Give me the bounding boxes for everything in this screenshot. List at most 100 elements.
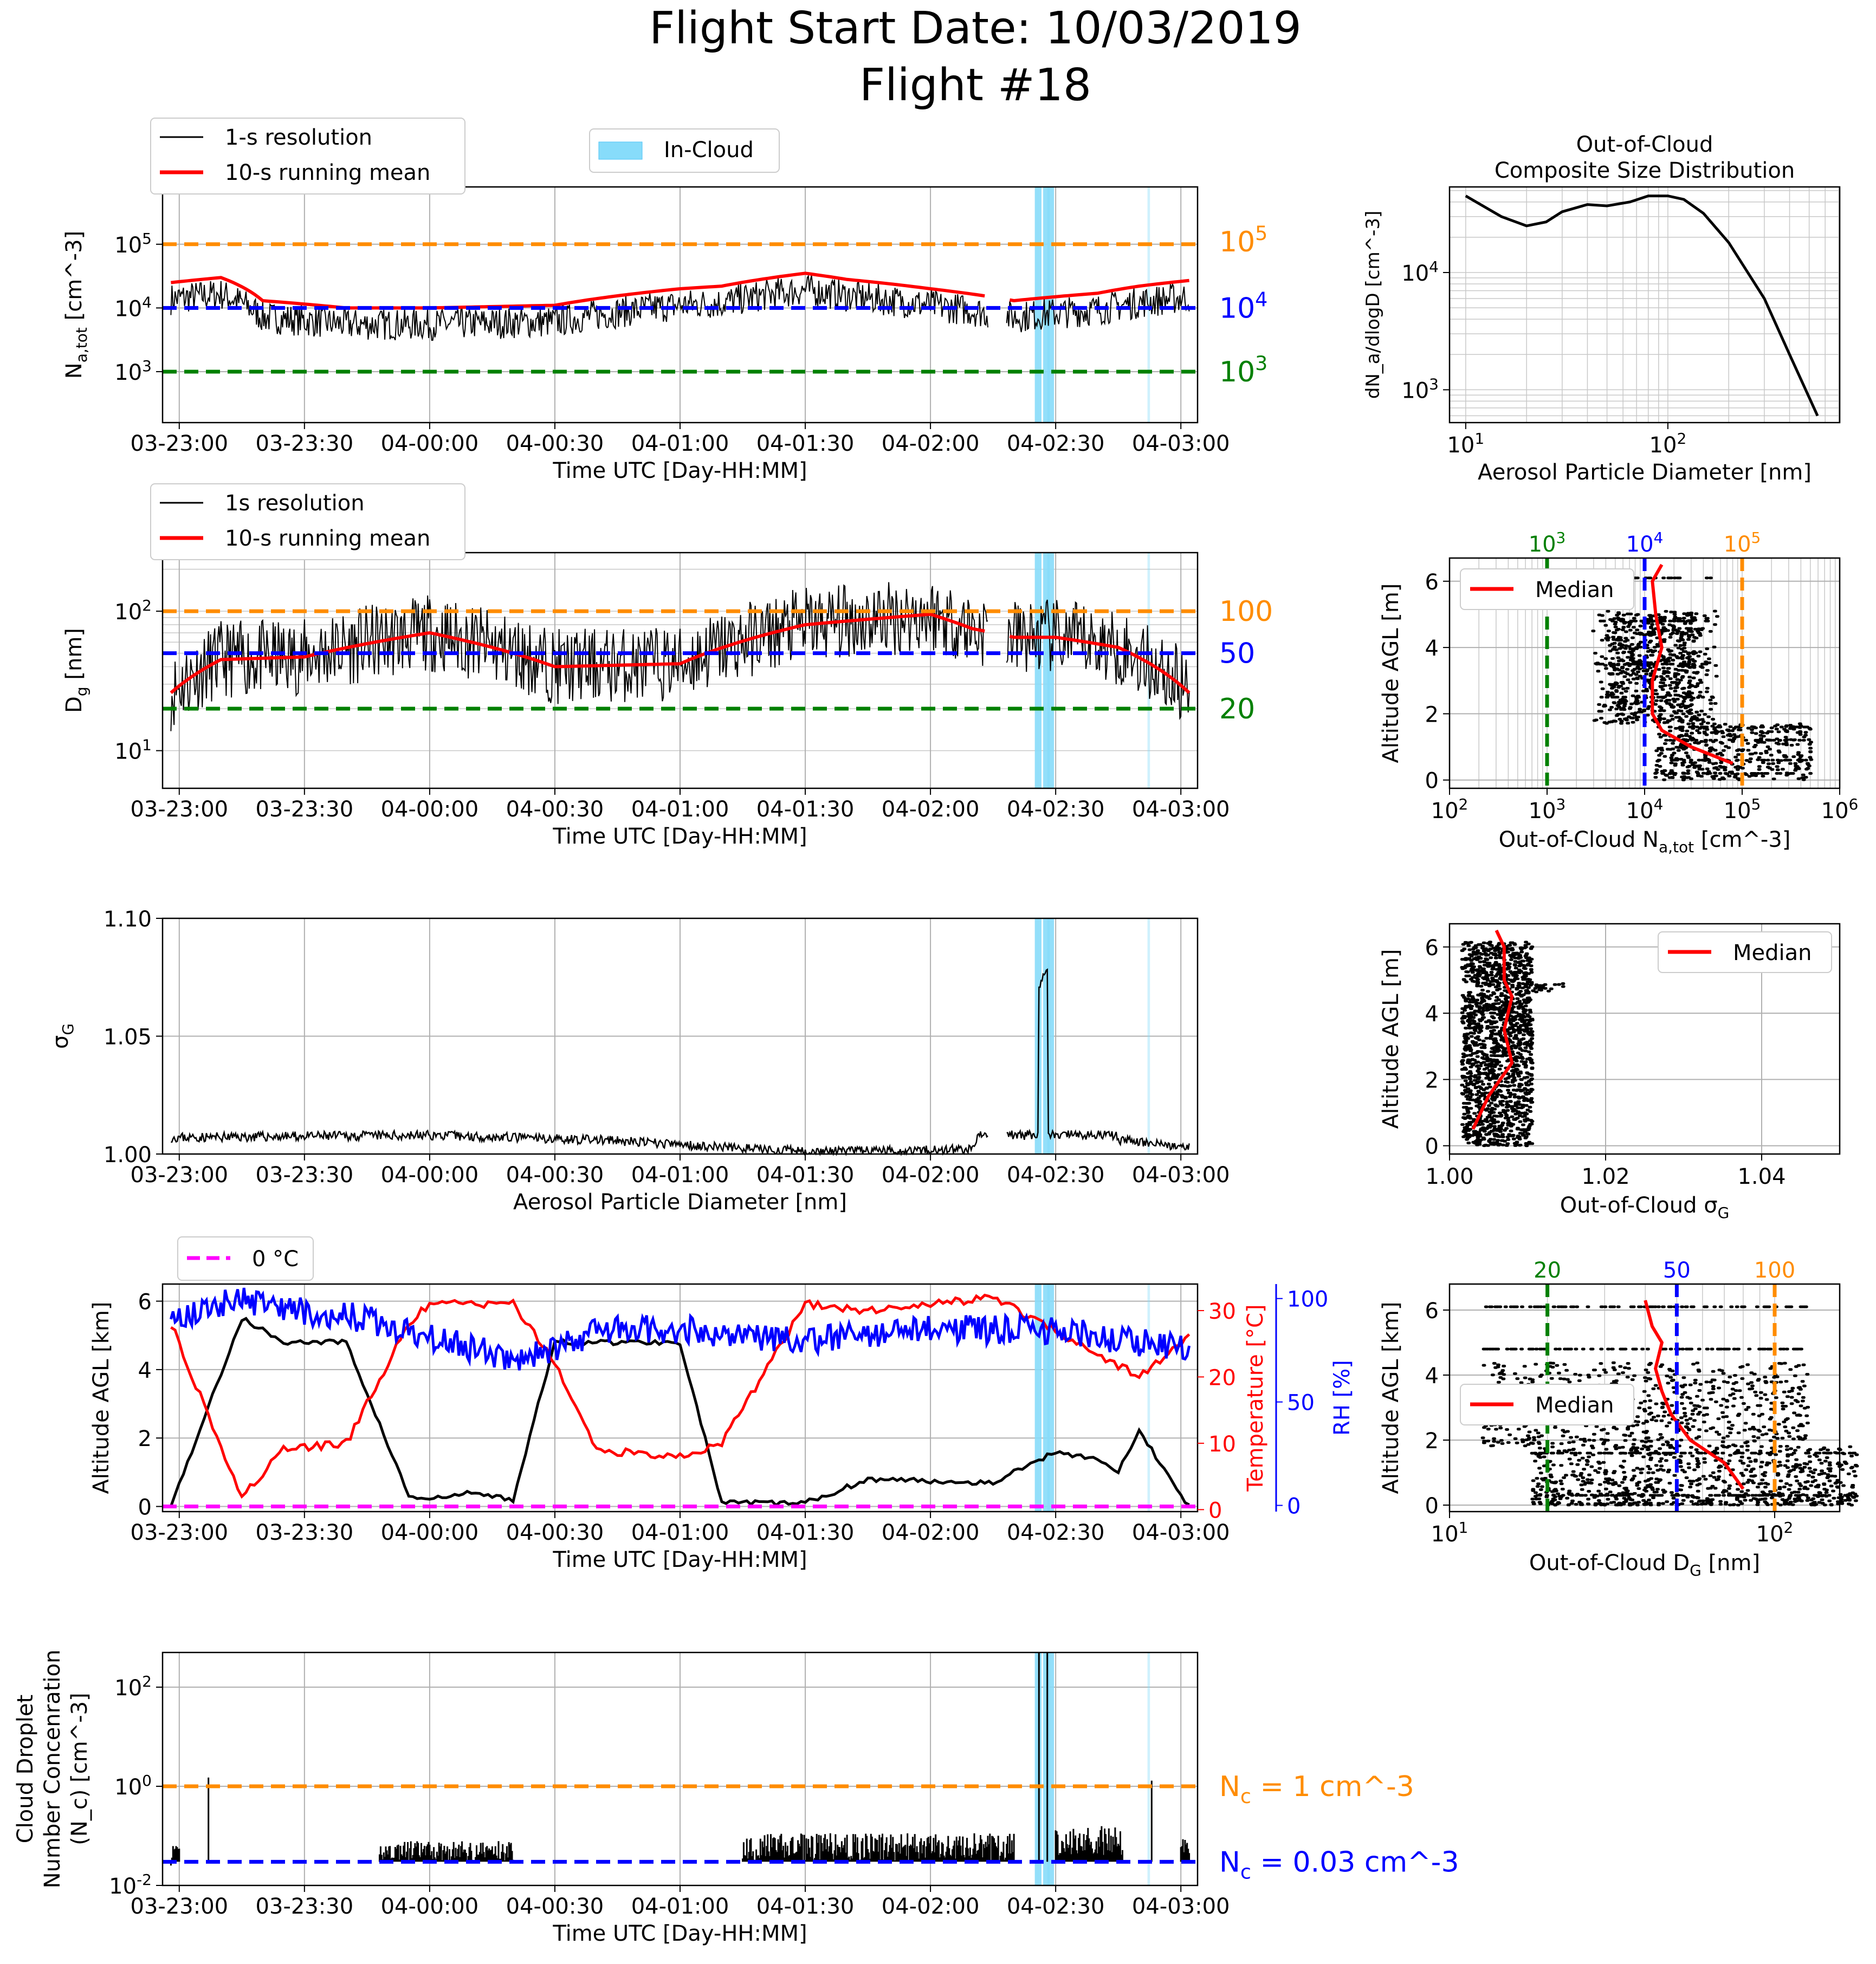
y-tick-label: 4 bbox=[1425, 636, 1439, 661]
legend-label: Median bbox=[1733, 941, 1812, 965]
temp-tick-label: 20 bbox=[1208, 1365, 1236, 1390]
panel-title: Out-of-Cloud bbox=[1576, 132, 1713, 157]
nc-reference-label-base: N bbox=[1219, 1846, 1240, 1878]
x-axis-label: Time UTC [Day-HH:MM] bbox=[552, 1547, 807, 1572]
x-tick-label: 03-23:00 bbox=[131, 1894, 229, 1919]
na-reference-label: 104 bbox=[1219, 288, 1267, 325]
x-tick-label: 04-00:00 bbox=[381, 431, 479, 456]
x-tick-label: 04-03:00 bbox=[1132, 1520, 1230, 1545]
x-tick-label: 04-00:00 bbox=[381, 797, 479, 822]
x-tick-label: 103 bbox=[1529, 795, 1566, 824]
x-axis-label-script: G bbox=[1718, 1204, 1730, 1222]
y-axis-label: Altitude AGL [m] bbox=[1379, 584, 1403, 763]
y-tick-label: 2 bbox=[1425, 702, 1439, 727]
y-tick-label-script: 0 bbox=[142, 1772, 152, 1790]
x-tick-label: 106 bbox=[1821, 795, 1859, 824]
rh-tick-label: 0 bbox=[1287, 1494, 1301, 1519]
x-tick-label: 1.04 bbox=[1737, 1164, 1786, 1189]
x-tick-label-script: 3 bbox=[1556, 795, 1566, 813]
y-tick-label-base: 10 bbox=[114, 296, 142, 321]
nc-reference-label-script: c bbox=[1240, 1785, 1251, 1808]
x-axis-label: Time UTC [Day-HH:MM] bbox=[552, 458, 807, 483]
x-tick-label: 04-01:00 bbox=[631, 797, 729, 822]
plot-frame bbox=[1448, 1283, 1841, 1513]
rh-series bbox=[169, 1287, 1191, 1371]
x-axis-label: Aerosol Particle Diameter [nm] bbox=[513, 1190, 847, 1215]
x-tick-label: 04-03:00 bbox=[1132, 431, 1230, 456]
legend-label: 1s resolution bbox=[225, 491, 365, 516]
x-tick-label: 04-00:30 bbox=[506, 1163, 604, 1188]
x-tick-label: 102 bbox=[1649, 430, 1687, 458]
x-tick-label: 104 bbox=[1626, 795, 1664, 824]
y-axis-label-base: D bbox=[62, 696, 87, 713]
temperature-axis-label: Temperature [°C] bbox=[1243, 1304, 1268, 1492]
plot-frame bbox=[161, 1283, 1199, 1513]
sigma-timeseries-panel: 1.00 1.05 1.10 03-23:00 03-23:30 04-00:00 04-0… bbox=[48, 907, 1230, 1215]
x-tick-label-script: 2 bbox=[1459, 795, 1469, 813]
y-tick-label: 2 bbox=[1425, 1429, 1439, 1454]
y-tick-label-script: 3 bbox=[1429, 375, 1439, 393]
y-tick-label-script: 1 bbox=[142, 736, 152, 754]
nc-reference-label-base: N bbox=[1219, 1771, 1240, 1803]
y-axis-label: Altitude AGL [km] bbox=[1379, 1301, 1403, 1494]
legend-label: In-Cloud bbox=[664, 138, 754, 163]
plot-frame bbox=[161, 186, 1199, 424]
x-tick-label-script: 6 bbox=[1849, 795, 1859, 813]
x-tick-label: 04-02:30 bbox=[1007, 1520, 1105, 1545]
y-tick-label: 0 bbox=[1425, 769, 1439, 794]
size-distribution-series bbox=[1465, 195, 1819, 417]
y-tick-label: 0 bbox=[1425, 1494, 1439, 1519]
legend-label: Median bbox=[1535, 1393, 1614, 1418]
x-tick-label: 04-01:30 bbox=[756, 431, 855, 456]
y-tick-label: 103 bbox=[114, 357, 152, 385]
y-tick-label-base: 10 bbox=[1401, 261, 1429, 286]
y-axis-label-script: a,tot bbox=[73, 327, 90, 362]
legend-box bbox=[1460, 1384, 1634, 1425]
nc-reference-label-tail: = 1 cm^-3 bbox=[1251, 1771, 1414, 1803]
x-tick-label-script: 5 bbox=[1751, 795, 1761, 813]
in-cloud-band bbox=[1147, 187, 1150, 423]
x-tick-label: 03-23:00 bbox=[131, 797, 229, 822]
y-tick-label: 105 bbox=[114, 230, 152, 258]
x-tick-label-base: 10 bbox=[1626, 799, 1654, 824]
y-axis-label: Altitude AGL [km] bbox=[89, 1301, 114, 1494]
altitude-series bbox=[170, 1317, 1190, 1507]
y-tick-label: 100 bbox=[114, 1772, 152, 1800]
x-axis-label-base: Out-of-Cloud σ bbox=[1560, 1193, 1718, 1218]
na-reference-label-base: 10 bbox=[1219, 356, 1255, 388]
temp-tick-label: 10 bbox=[1208, 1432, 1236, 1457]
x-tick-label: 03-23:00 bbox=[131, 431, 229, 456]
legend-label: 1-s resolution bbox=[225, 125, 372, 150]
x-tick-label: 102 bbox=[1431, 795, 1469, 824]
altitude-timeseries-panel: 0 2 4 6 03-23:00 03-23:30 04-00:00 04-00:30 04-0… bbox=[89, 1236, 1355, 1572]
y-axis-label-tail: [nm] bbox=[62, 628, 87, 686]
dg-profile-reference-label: 100 bbox=[1754, 1258, 1795, 1283]
x-tick-label: 04-00:30 bbox=[506, 1894, 604, 1919]
x-tick-label-base: 10 bbox=[1529, 799, 1556, 824]
y-axis-label-base: N bbox=[62, 362, 87, 379]
y-tick-label: 101 bbox=[114, 736, 152, 764]
x-tick-label: 03-23:30 bbox=[256, 1520, 354, 1545]
y-tick-label: 102 bbox=[114, 597, 152, 625]
sigma-series bbox=[171, 968, 1190, 1157]
na-reference-label-base: 10 bbox=[1219, 226, 1255, 258]
x-tick-label-base: 10 bbox=[1649, 433, 1677, 458]
legend-box bbox=[177, 1236, 314, 1281]
x-tick-label-script: 2 bbox=[1784, 1519, 1794, 1537]
sigma-profile-median bbox=[1471, 929, 1514, 1130]
legend-label: 10-s running mean bbox=[225, 160, 430, 185]
panel-title: Composite Size Distribution bbox=[1495, 158, 1795, 183]
x-tick-label: 04-01:00 bbox=[631, 431, 729, 456]
x-tick-label: 04-00:00 bbox=[381, 1520, 479, 1545]
x-axis-label-base: Out-of-Cloud N bbox=[1499, 827, 1659, 852]
x-tick-label: 102 bbox=[1756, 1519, 1794, 1547]
y-axis-label: dN_a/dlogD [cm^-3] bbox=[1362, 211, 1384, 399]
x-tick-label-script: 1 bbox=[1459, 1519, 1469, 1537]
y-tick-label-script: 2 bbox=[142, 597, 152, 614]
na-reference-label-script: 5 bbox=[1255, 222, 1267, 245]
na-profile-reference-label-script: 3 bbox=[1556, 529, 1566, 547]
